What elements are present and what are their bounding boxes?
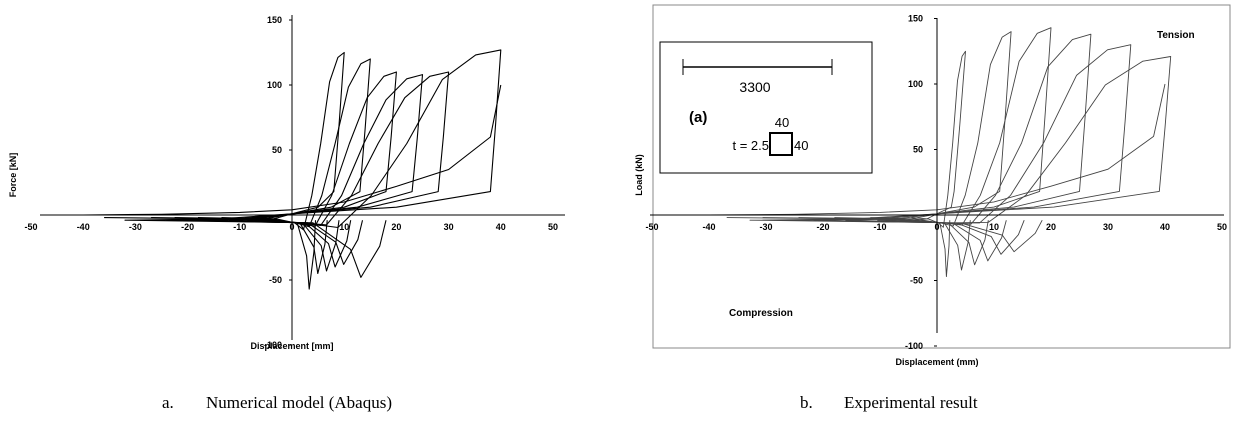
length-value: 3300 (739, 79, 770, 95)
cross-section-square (769, 132, 793, 156)
x-tick-label: 50 (548, 222, 558, 232)
x-axis-label: Displacement (mm) (895, 357, 978, 367)
x-tick-label: 30 (1103, 222, 1113, 232)
hysteresis-loop (726, 56, 1172, 253)
y-tick-label: 50 (913, 145, 923, 155)
hysteresis-loop (798, 33, 1092, 262)
x-tick-label: -30 (759, 222, 772, 232)
x-tick-label: 50 (1217, 222, 1227, 232)
x-tick-label: -30 (129, 222, 142, 232)
thickness-value: t = 2.5 (733, 138, 770, 153)
hysteresis-loop (834, 27, 1052, 266)
x-tick-label: -10 (873, 222, 886, 232)
x-tick-label: 0 (934, 222, 939, 232)
x-tick-label: -50 (645, 222, 658, 232)
x-tick-label: 10 (339, 222, 349, 232)
plot-frame (652, 4, 1231, 349)
y-tick-labels: -100 -50 50 100 150 (264, 15, 292, 350)
envelope-tail (83, 84, 502, 216)
y-tick-label: 50 (272, 145, 282, 155)
y-tick-label: -50 (269, 275, 282, 285)
y-axis-label: Force [kN] (8, 153, 18, 198)
envelope-tail (708, 83, 1166, 216)
y-axis-label: Load (kN) (634, 154, 644, 196)
width-value: 40 (775, 115, 789, 130)
x-tick-label: -20 (181, 222, 194, 232)
x-tick-labels: -50 -40 -30 -20 -10 0 10 20 30 40 50 (24, 222, 558, 232)
hysteresis-loop (911, 50, 966, 278)
experimental-result-chart: -50 -40 -30 -20 -10 0 10 20 30 40 50 -100-50501001… (634, 4, 1231, 367)
x-tick-label: 20 (391, 222, 401, 232)
caption-text: Numerical model (Abaqus) (206, 393, 392, 412)
hysteresis-loop (870, 31, 1012, 271)
caption-letter: a. (162, 393, 174, 412)
inset-frame (659, 41, 873, 174)
x-tick-label: 40 (496, 222, 506, 232)
caption-numerical-model: a. Numerical model (Abaqus) (162, 393, 392, 413)
x-tick-label: 30 (444, 222, 454, 232)
caption-letter: b. (800, 393, 813, 412)
hysteresis-loop (197, 71, 397, 272)
inset-panel-label: (a) (689, 109, 707, 126)
compression-label: Compression (729, 308, 793, 319)
hysteresis-loop (174, 74, 424, 268)
y-tick-label: 100 (908, 79, 923, 89)
x-tick-label: -10 (233, 222, 246, 232)
y-tick-label: 150 (267, 15, 282, 25)
x-tick-label: -20 (816, 222, 829, 232)
hysteresis-loop (244, 51, 345, 290)
hysteresis-curves (83, 49, 502, 290)
specimen-inset: 3300 (a) 40 t = 2.5 40 (659, 41, 873, 174)
x-tick-label: 10 (989, 222, 999, 232)
hysteresis-loop (104, 49, 502, 278)
x-tick-label: 40 (1160, 222, 1170, 232)
tension-label: Tension (1157, 30, 1195, 41)
caption-experimental-result: b. Experimental result (800, 393, 978, 413)
hysteresis-curves (708, 27, 1172, 278)
x-tick-label: 0 (289, 222, 294, 232)
caption-text: Experimental result (844, 393, 978, 412)
y-tick-label: -50 (910, 276, 923, 286)
x-tick-label: -40 (702, 222, 715, 232)
x-tick-label: -50 (24, 222, 37, 232)
hysteresis-loop (221, 58, 371, 275)
numerical-model-chart: -50 -40 -30 -20 -10 0 10 20 30 40 50 -100-50501001… (8, 15, 565, 351)
y-tick-label: 100 (267, 80, 282, 90)
x-tick-labels: -50 -40 -30 -20 -10 0 10 20 30 40 50 (645, 222, 1227, 232)
y-tick-label: -100 (905, 341, 923, 351)
hysteresis-loop (151, 71, 450, 265)
hysteresis-loop (762, 44, 1132, 255)
x-tick-label: -40 (77, 222, 90, 232)
x-tick-label: 20 (1046, 222, 1056, 232)
y-tick-label: -100 (264, 340, 282, 350)
y-tick-labels: -100 -50 50 100 150 (905, 14, 937, 351)
y-tick-label: 150 (908, 14, 923, 24)
x-axis-label: Displacement [mm] (250, 341, 333, 351)
height-value: 40 (794, 138, 808, 153)
